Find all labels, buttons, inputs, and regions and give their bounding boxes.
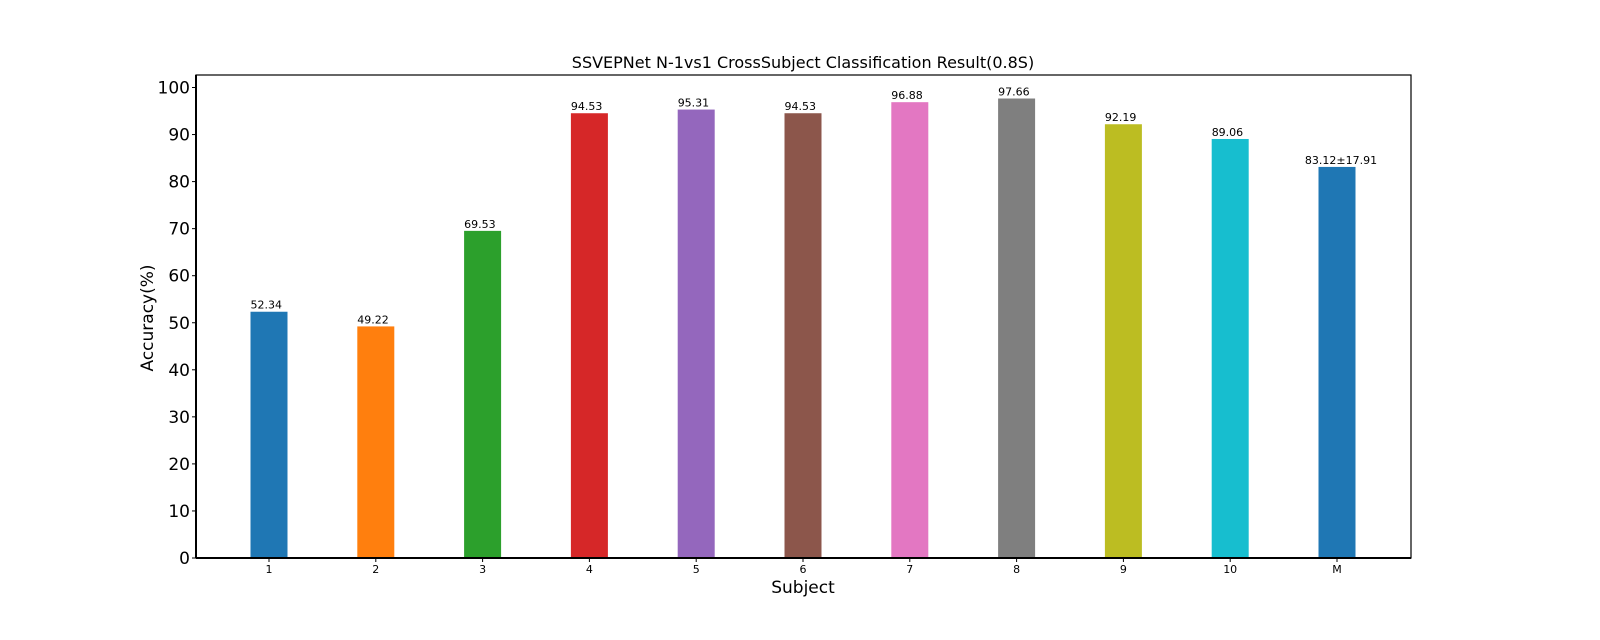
y-tick-label-80: 80 [168, 173, 190, 193]
y-tick-label-70: 70 [168, 220, 190, 240]
bar-1 [250, 311, 288, 558]
y-tick-label-100: 100 [158, 79, 190, 99]
value-label-6: 94.53 [785, 100, 817, 113]
bar-5 [677, 109, 715, 558]
y-tick-label-60: 60 [168, 267, 190, 287]
bar-2 [357, 326, 395, 558]
value-label-1: 52.34 [251, 299, 283, 312]
value-label-2: 49.22 [357, 313, 389, 326]
x-tick-label-3: 3 [479, 563, 486, 576]
y-tick-label-30: 30 [168, 408, 190, 428]
bar-M [1318, 166, 1356, 558]
x-tick-label-2: 2 [372, 563, 379, 576]
value-label-7: 96.88 [891, 89, 923, 102]
bar-10 [1211, 138, 1249, 558]
value-label-5: 95.31 [678, 97, 710, 110]
y-tick-label-10: 10 [168, 502, 190, 522]
value-label-M: 83.12±17.91 [1305, 154, 1377, 167]
y-axis-ticks: 0 10 20 30 40 50 60 70 80 90 100 [158, 79, 196, 569]
y-tick-label-0: 0 [179, 549, 190, 569]
value-label-9: 92.19 [1105, 111, 1137, 124]
x-tick-label-M: M [1332, 563, 1342, 576]
y-tick-label-50: 50 [168, 314, 190, 334]
value-label-4: 94.53 [571, 100, 603, 113]
chart-title: SSVEPNet N-1vs1 CrossSubject Classificat… [572, 53, 1034, 72]
y-tick-label-20: 20 [168, 455, 190, 475]
x-tick-label-5: 5 [693, 563, 700, 576]
x-tick-label-1: 1 [266, 563, 273, 576]
value-label-10: 89.06 [1212, 126, 1244, 139]
x-tick-label-10: 10 [1223, 563, 1237, 576]
x-tick-label-8: 8 [1013, 563, 1020, 576]
bar-8 [998, 98, 1036, 558]
value-label-8: 97.66 [998, 86, 1030, 99]
y-axis-title: Accuracy(%) [138, 264, 158, 371]
bar-4 [570, 113, 608, 558]
x-axis-title: Subject [771, 578, 835, 598]
x-tick-label-7: 7 [906, 563, 913, 576]
bar-9 [1104, 124, 1142, 559]
y-tick-label-40: 40 [168, 361, 190, 381]
x-tick-label-4: 4 [586, 563, 593, 576]
x-tick-label-6: 6 [800, 563, 807, 576]
bars-layer [250, 98, 1356, 559]
bar-6 [784, 113, 822, 558]
value-label-3: 69.53 [464, 218, 496, 231]
value-labels-layer: 52.34 49.22 69.53 94.53 95.31 94.53 96.88 97.66… [251, 86, 1378, 327]
bar-7 [891, 102, 929, 559]
x-axis-ticks: 1 2 3 4 5 6 7 8 9 10 M [266, 558, 1342, 576]
bar-3 [464, 230, 502, 559]
y-tick-label-90: 90 [168, 126, 190, 146]
x-tick-label-9: 9 [1120, 563, 1127, 576]
